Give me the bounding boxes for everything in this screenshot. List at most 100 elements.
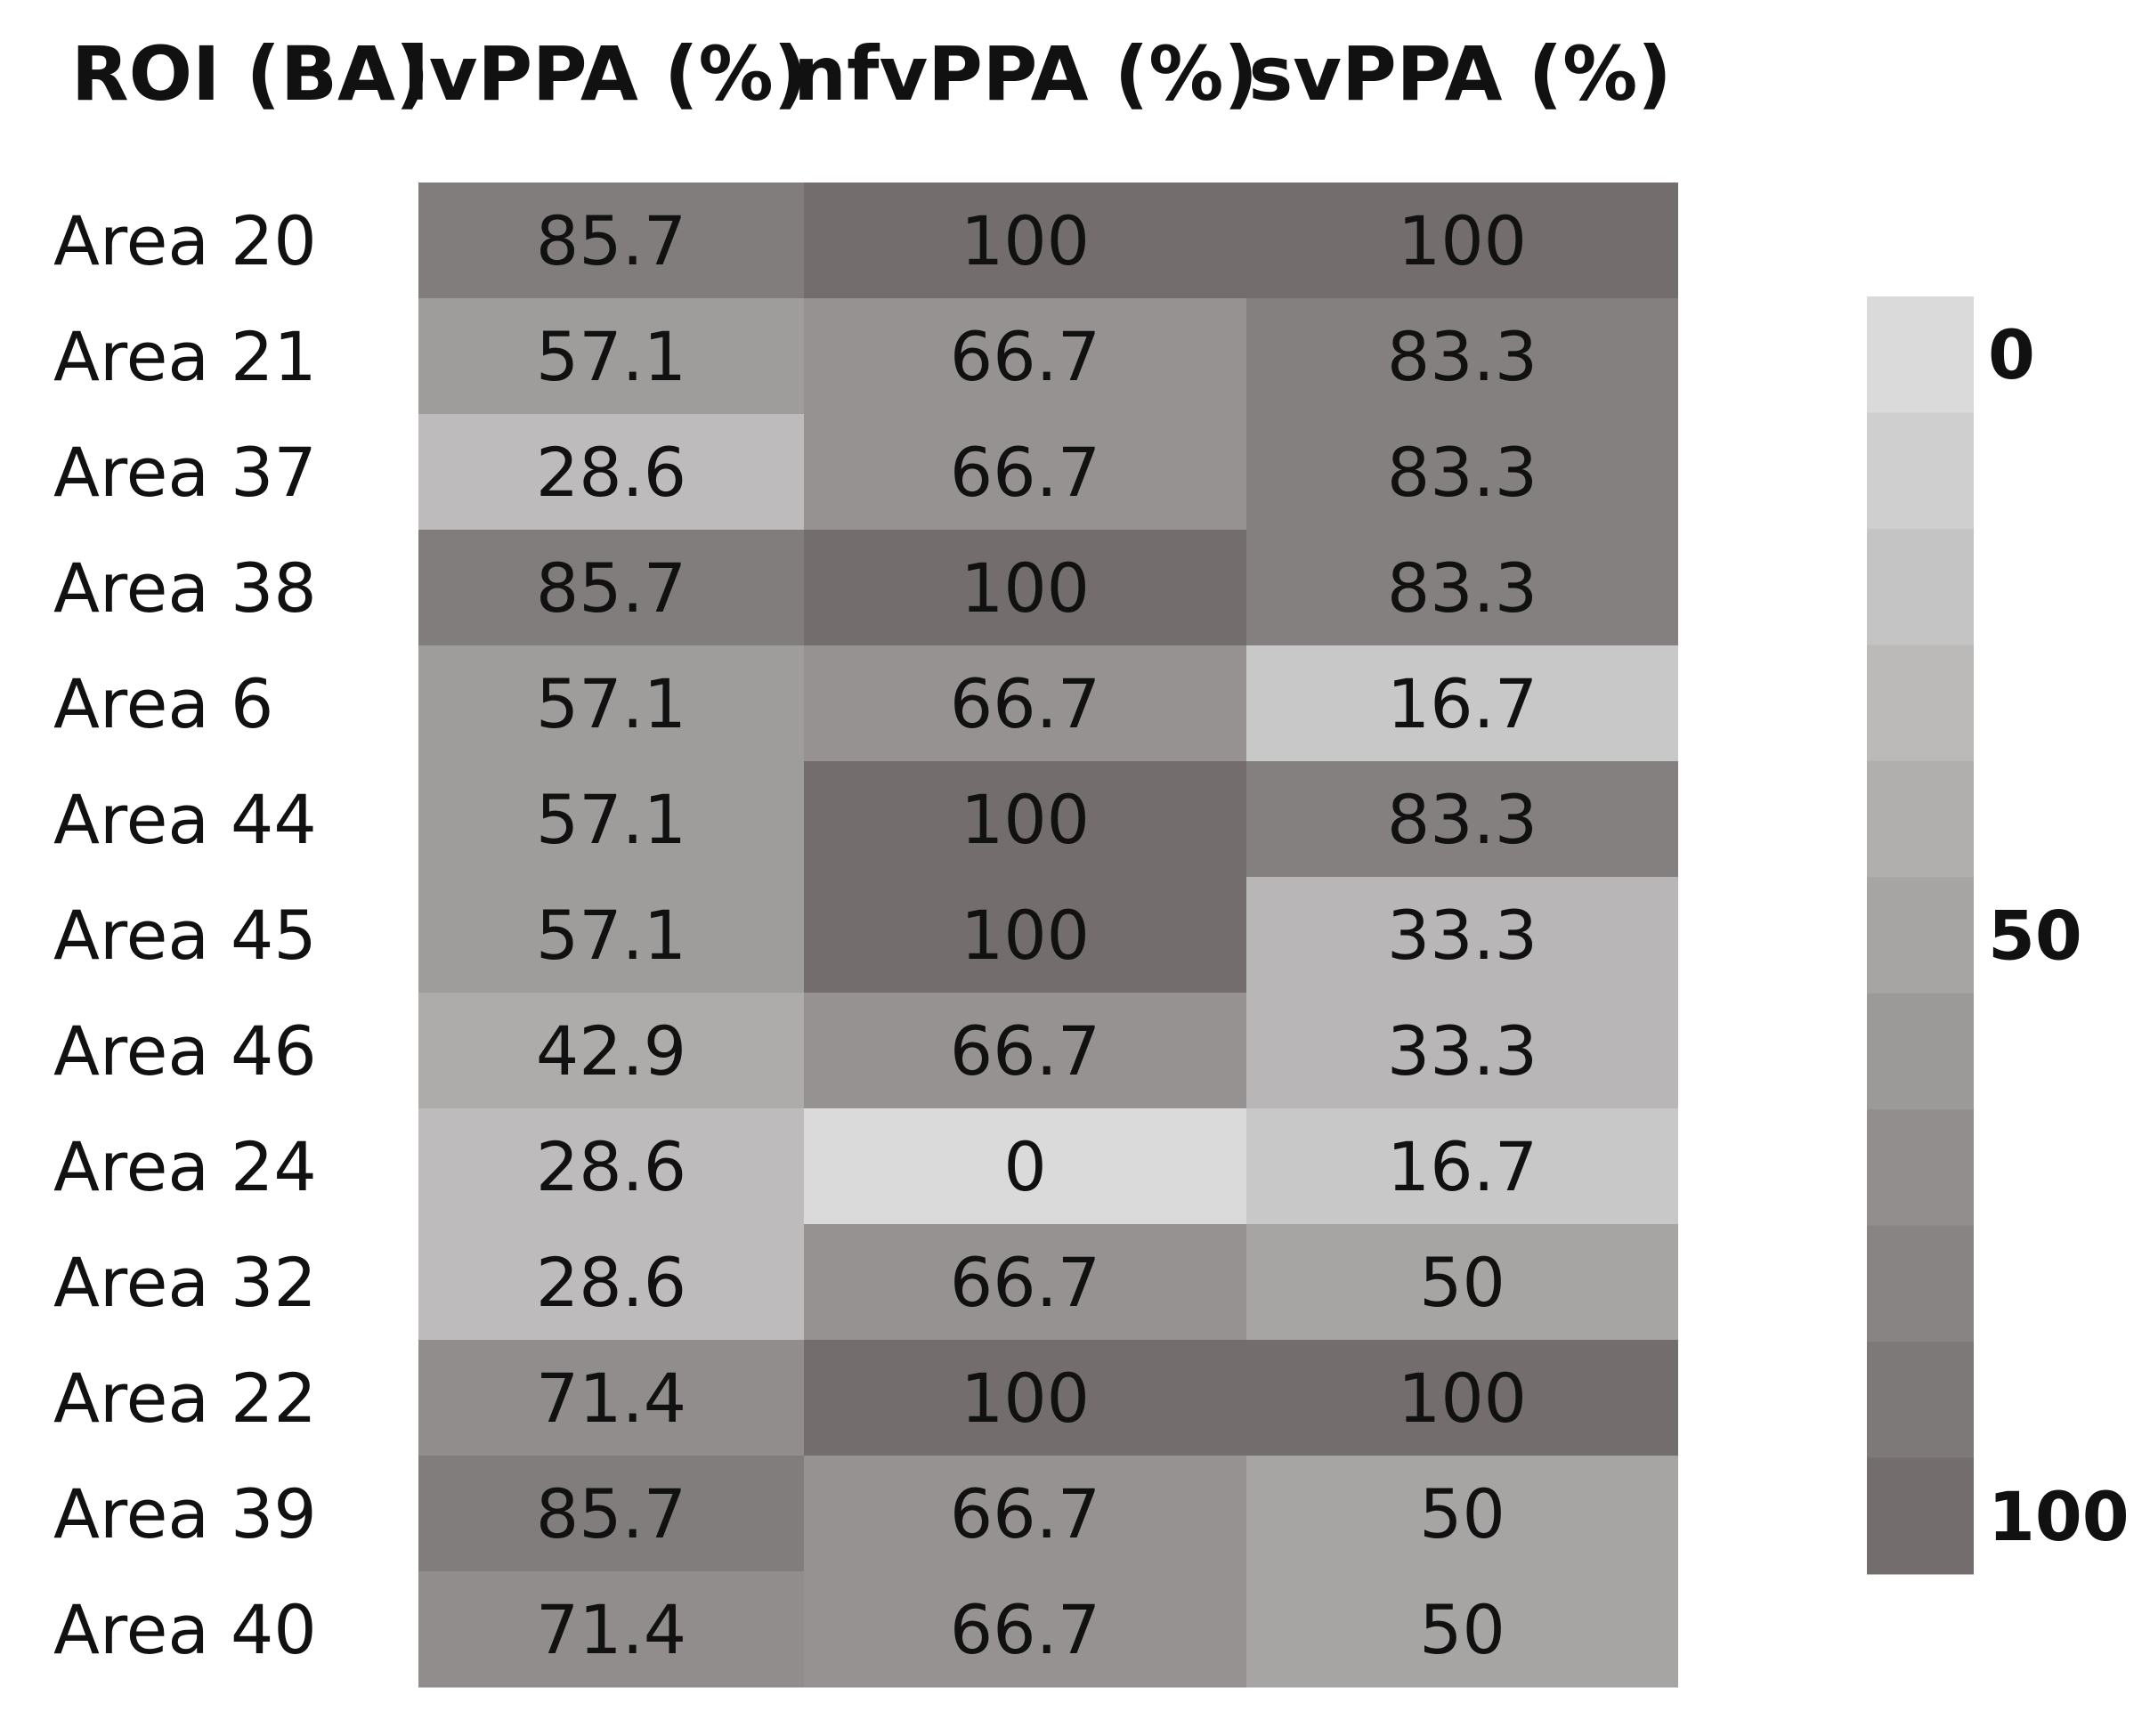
heatmap-cell-area-45-nfvppa	[804, 877, 1246, 994]
cell-value-label: 100	[961, 1359, 1090, 1438]
heatmap-cell-area-44-nfvppa	[804, 761, 1246, 878]
cell-value-label: 57.1	[536, 664, 686, 743]
heatmap-cell-area-20-svppa	[1246, 183, 1678, 299]
cell-value-label: 66.7	[950, 433, 1100, 512]
cell-value-label: 16.7	[1387, 664, 1537, 743]
heatmap-cell-area-40-nfvppa	[804, 1571, 1246, 1688]
color-scale-step	[1867, 1225, 1974, 1343]
heatmap-cell-area-46-svppa	[1246, 993, 1678, 1109]
cell-value-label: 0	[1003, 1127, 1046, 1206]
row-label-area-21: Area 21	[53, 317, 317, 396]
heatmap-cell-area-45-lvppa	[418, 877, 804, 994]
heatmap-cell-area-45-svppa	[1246, 877, 1678, 994]
cell-value-label: 33.3	[1387, 1011, 1537, 1091]
color-scale-step	[1867, 645, 1974, 762]
color-scale-tick-label: 0	[1988, 315, 2035, 394]
color-scale-step	[1867, 528, 1974, 645]
row-label-area-24: Area 24	[53, 1127, 317, 1206]
heatmap-cell-area-6-lvppa	[418, 645, 804, 762]
cell-value-label: 85.7	[536, 548, 686, 628]
color-scale-step	[1867, 1457, 1974, 1575]
cell-value-label: 83.3	[1387, 433, 1537, 512]
column-headers: ROI (BA) lvPPA (%)nfvPPA (%)svPPA (%)	[71, 30, 1672, 118]
heatmap-cell-area-24-lvppa	[418, 1108, 804, 1225]
row-header-label: ROI (BA)	[71, 30, 429, 118]
cell-value-label: 100	[961, 548, 1090, 628]
heatmap-cell-area-39-lvppa	[418, 1456, 804, 1572]
heatmap-cell-area-21-lvppa	[418, 298, 804, 415]
heatmap-cell-area-32-lvppa	[418, 1224, 804, 1341]
heatmap-cell-area-38-nfvppa	[804, 530, 1246, 646]
cell-value-label: 85.7	[536, 201, 686, 280]
heatmap-cell-area-44-svppa	[1246, 761, 1678, 878]
cell-value-label: 33.3	[1387, 896, 1537, 975]
heatmap-cell-area-44-lvppa	[418, 761, 804, 878]
color-scale-step	[1867, 296, 1974, 413]
row-label-area-22: Area 22	[53, 1359, 317, 1438]
heatmap-cell-area-24-nfvppa	[804, 1108, 1246, 1225]
heatmap-cell-area-24-svppa	[1246, 1108, 1678, 1225]
cell-value-label: 100	[1398, 1359, 1527, 1438]
heatmap-cell-area-37-nfvppa	[804, 414, 1246, 531]
color-scale-step	[1867, 1342, 1974, 1459]
heatmap-cell-area-22-svppa	[1246, 1340, 1678, 1456]
color-scale-tick-label: 50	[1988, 896, 2082, 976]
heatmap-cell-area-46-lvppa	[418, 993, 804, 1109]
heatmap-cell-area-37-svppa	[1246, 414, 1678, 531]
heatmap-cell-area-21-nfvppa	[804, 298, 1246, 415]
heatmap-cell-area-6-nfvppa	[804, 645, 1246, 762]
color-scale-step	[1867, 993, 1974, 1110]
cell-value-label: 57.1	[536, 317, 686, 396]
heatmap-cell-area-40-lvppa	[418, 1571, 804, 1688]
heatmap-cell-area-22-nfvppa	[804, 1340, 1246, 1456]
heatmap-cell-area-22-lvppa	[418, 1340, 804, 1456]
heatmap-cell-area-37-lvppa	[418, 414, 804, 531]
heatmap-cell-area-20-nfvppa	[804, 183, 1246, 299]
row-label-area-39: Area 39	[53, 1474, 317, 1553]
row-label-area-46: Area 46	[53, 1011, 317, 1091]
heatmap-cell-area-21-svppa	[1246, 298, 1678, 415]
cell-value-label: 85.7	[536, 1474, 686, 1553]
color-scale-step	[1867, 1109, 1974, 1227]
cell-value-label: 66.7	[950, 317, 1100, 396]
cell-value-label: 66.7	[950, 1474, 1100, 1553]
heatmap-cell-area-46-nfvppa	[804, 993, 1246, 1109]
cell-value-label: 83.3	[1387, 548, 1537, 628]
cell-value-label: 66.7	[950, 664, 1100, 743]
row-label-area-45: Area 45	[53, 896, 317, 975]
column-header-svppa: svPPA (%)	[1248, 30, 1671, 118]
heatmap-cell-area-20-lvppa	[418, 183, 804, 299]
cell-value-label: 28.6	[536, 433, 686, 512]
cell-value-label: 100	[961, 780, 1090, 859]
cell-value-label: 83.3	[1387, 317, 1537, 396]
cell-value-label: 100	[961, 896, 1090, 975]
cell-value-label: 71.4	[536, 1590, 686, 1669]
heatmap-cell-area-32-svppa	[1246, 1224, 1678, 1341]
heatmap-cells: 85.7 100 100 57.1 66.7 83.3 28.6 66.7 83.3 85.7 10…	[418, 183, 1678, 1688]
heatmap-cell-area-32-nfvppa	[804, 1224, 1246, 1341]
cell-value-label: 71.4	[536, 1359, 686, 1438]
heatmap-cell-area-39-nfvppa	[804, 1456, 1246, 1572]
cell-value-label: 66.7	[950, 1011, 1100, 1091]
row-label-area-40: Area 40	[53, 1590, 317, 1669]
row-label-area-6: Area 6	[53, 664, 273, 743]
cell-value-label: 28.6	[536, 1127, 686, 1206]
color-scale-tick-label: 100	[1988, 1477, 2130, 1556]
cell-value-label: 66.7	[950, 1243, 1100, 1322]
row-label-area-32: Area 32	[53, 1243, 317, 1322]
row-label-area-20: Area 20	[53, 201, 317, 280]
cell-value-label: 50	[1419, 1590, 1505, 1669]
row-label-area-38: Area 38	[53, 548, 317, 628]
cell-value-label: 66.7	[950, 1590, 1100, 1669]
cell-value-label: 28.6	[536, 1243, 686, 1322]
cell-value-label: 100	[961, 201, 1090, 280]
row-labels: Area 20 Area 21 Area 37 Area 38 Area 6 Area 4…	[53, 201, 317, 1669]
heatmap-cell-area-40-svppa	[1246, 1571, 1678, 1688]
color-scale-step	[1867, 877, 1974, 994]
cell-value-label: 100	[1398, 201, 1527, 280]
cell-value-label: 50	[1419, 1243, 1505, 1322]
heatmap-cell-area-38-svppa	[1246, 530, 1678, 646]
color-scale-legend: 0 50 100	[1867, 296, 2130, 1575]
cell-value-label: 57.1	[536, 780, 686, 859]
